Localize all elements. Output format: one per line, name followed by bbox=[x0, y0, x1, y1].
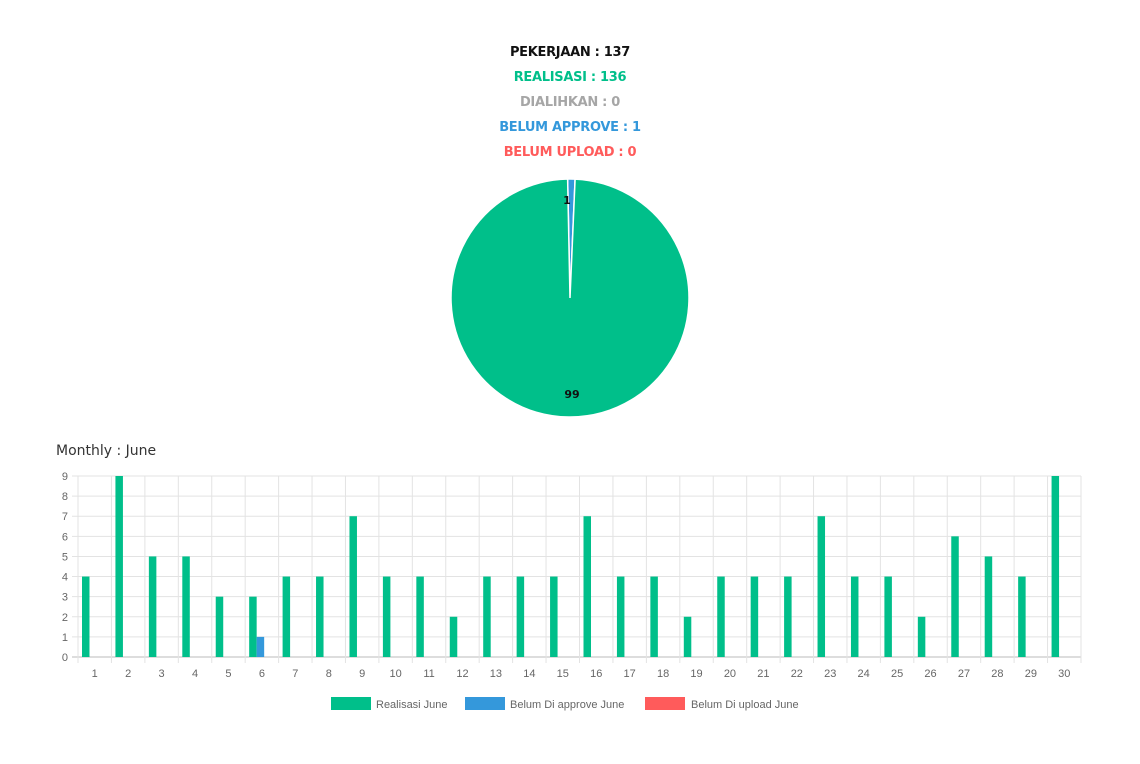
x-tick-label: 18 bbox=[657, 668, 669, 680]
bar-realisasi-june-4 bbox=[182, 556, 190, 657]
x-tick-label: 7 bbox=[292, 668, 298, 680]
bar-realisasi-june-7 bbox=[282, 576, 291, 657]
x-tick-label: 2 bbox=[125, 668, 131, 680]
x-tick-label: 9 bbox=[359, 668, 365, 680]
x-tick-label: 11 bbox=[423, 668, 434, 680]
pie-slice-realisasi bbox=[450, 178, 690, 418]
x-tick-label: 26 bbox=[924, 668, 936, 680]
bar-realisasi-june-22 bbox=[784, 576, 792, 657]
y-tick-label: 1 bbox=[62, 632, 68, 644]
x-tick-label: 28 bbox=[991, 668, 1003, 680]
pekerjaan-total: PEKERJAAN : 137 bbox=[509, 45, 631, 60]
x-tick-label: 20 bbox=[724, 668, 736, 680]
bar-realisasi-june-24 bbox=[850, 576, 859, 657]
bar-realisasi-june-6 bbox=[249, 596, 257, 657]
bar-realisasi-june-19 bbox=[683, 616, 692, 657]
x-tick-label: 21 bbox=[757, 668, 769, 680]
x-tick-label: 5 bbox=[225, 668, 231, 680]
y-tick-label: 0 bbox=[62, 652, 68, 664]
legend-label-belum-di-approve-june[interactable]: Belum Di approve June bbox=[510, 699, 624, 711]
x-tick-label: 19 bbox=[690, 668, 702, 680]
bar-realisasi-june-8 bbox=[316, 576, 324, 657]
y-tick-label: 9 bbox=[62, 471, 68, 483]
y-tick-label: 2 bbox=[62, 612, 68, 624]
legend-swatch-realisasi-june[interactable] bbox=[331, 697, 371, 710]
bar-realisasi-june-13 bbox=[483, 576, 491, 657]
summary-panel: PEKERJAAN : 137 REALISASI : 136 DIALIHKA… bbox=[0, 40, 1140, 165]
bar-realisasi-june-14 bbox=[516, 576, 525, 657]
pie-chart: 1 99 bbox=[450, 178, 690, 418]
x-tick-label: 27 bbox=[958, 668, 970, 680]
x-tick-label: 10 bbox=[389, 668, 401, 680]
bar-realisasi-june-26 bbox=[917, 616, 926, 657]
bar-belum-di-approve-june-6 bbox=[256, 636, 265, 657]
x-tick-label: 15 bbox=[557, 668, 569, 680]
bar-realisasi-june-21 bbox=[750, 576, 759, 657]
x-tick-label: 12 bbox=[456, 668, 468, 680]
pie-label-realisasi: 99 bbox=[564, 388, 579, 401]
x-tick-label: 4 bbox=[192, 668, 198, 680]
legend-swatch-belum-di-upload-june[interactable] bbox=[645, 697, 685, 710]
x-tick-label: 6 bbox=[259, 668, 265, 680]
bar-realisasi-june-25 bbox=[884, 576, 892, 657]
belum-upload-total: BELUM UPLOAD : 0 bbox=[503, 145, 637, 160]
bar-realisasi-june-29 bbox=[1018, 576, 1026, 657]
x-tick-label: 23 bbox=[824, 668, 836, 680]
bar-realisasi-june-10 bbox=[382, 576, 391, 657]
x-tick-label: 8 bbox=[326, 668, 332, 680]
x-tick-label: 22 bbox=[791, 668, 803, 680]
legend-label-belum-di-upload-june[interactable]: Belum Di upload June bbox=[691, 699, 799, 711]
bar-realisasi-june-30 bbox=[1051, 476, 1060, 657]
x-tick-label: 17 bbox=[624, 668, 636, 680]
bar-realisasi-june-11 bbox=[416, 576, 424, 657]
pie-label-belum-approve: 1 bbox=[563, 194, 571, 207]
legend-label-realisasi-june[interactable]: Realisasi June bbox=[376, 699, 448, 711]
bar-realisasi-june-23 bbox=[817, 516, 826, 657]
bar-realisasi-june-9 bbox=[349, 516, 357, 657]
monthly-chart-title: Monthly : June bbox=[56, 443, 157, 459]
y-tick-label: 4 bbox=[62, 572, 68, 584]
x-tick-label: 14 bbox=[523, 668, 535, 680]
y-tick-label: 8 bbox=[62, 491, 68, 503]
bar-realisasi-june-18 bbox=[650, 576, 658, 657]
bar-realisasi-june-17 bbox=[616, 576, 625, 657]
x-tick-label: 25 bbox=[891, 668, 903, 680]
bar-realisasi-june-28 bbox=[984, 556, 993, 657]
bar-realisasi-june-20 bbox=[717, 576, 725, 657]
bar-realisasi-june-1 bbox=[82, 576, 90, 657]
x-tick-label: 24 bbox=[858, 668, 870, 680]
belum-approve-total: BELUM APPROVE : 1 bbox=[499, 120, 641, 135]
x-tick-label: 30 bbox=[1058, 668, 1070, 680]
bar-realisasi-june-2 bbox=[115, 476, 123, 657]
legend-swatch-belum-di-approve-june[interactable] bbox=[465, 697, 505, 710]
y-tick-label: 6 bbox=[62, 531, 68, 543]
x-tick-label: 1 bbox=[92, 668, 98, 680]
bar-realisasi-june-27 bbox=[951, 536, 959, 657]
realisasi-total: REALISASI : 136 bbox=[513, 70, 627, 85]
bar-realisasi-june-15 bbox=[550, 576, 558, 657]
bar-realisasi-june-3 bbox=[148, 556, 157, 657]
y-tick-label: 3 bbox=[62, 592, 68, 604]
bar-realisasi-june-5 bbox=[215, 596, 224, 657]
dialihkan-total: DIALIHKAN : 0 bbox=[519, 95, 621, 110]
bar-realisasi-june-16 bbox=[583, 516, 591, 657]
x-tick-label: 16 bbox=[590, 668, 602, 680]
x-tick-label: 3 bbox=[159, 668, 165, 680]
x-tick-label: 29 bbox=[1025, 668, 1037, 680]
x-tick-label: 13 bbox=[490, 668, 502, 680]
y-tick-label: 7 bbox=[62, 511, 68, 523]
y-tick-label: 5 bbox=[62, 551, 68, 563]
bar-realisasi-june-12 bbox=[449, 616, 458, 657]
